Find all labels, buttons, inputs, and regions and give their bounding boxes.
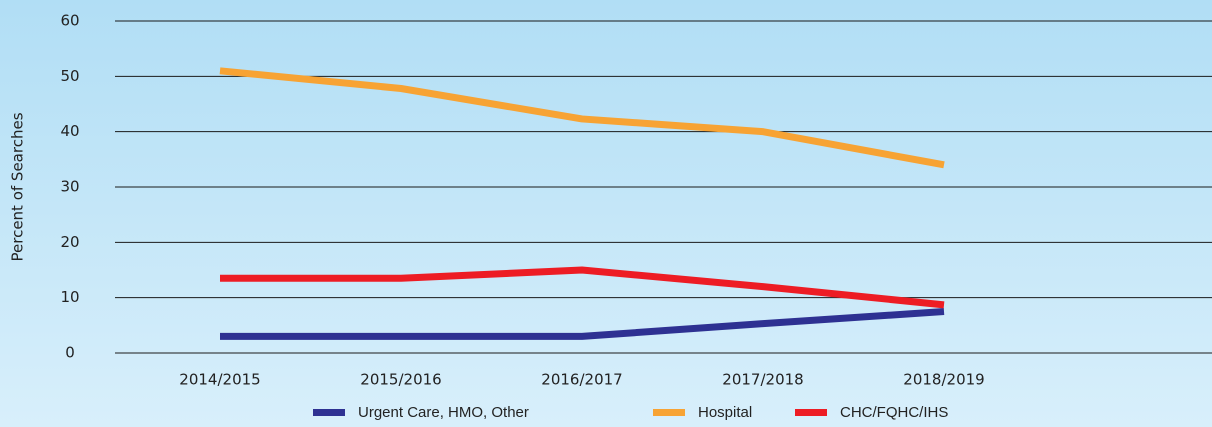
y-tick-label: 60	[60, 12, 79, 30]
y-tick-label: 50	[60, 67, 79, 85]
series-line	[220, 308, 945, 340]
x-tick-label: 2017/2018	[722, 371, 803, 389]
series-line	[220, 266, 945, 309]
x-tick-label: 2018/2019	[903, 371, 984, 389]
y-tick-label: 30	[60, 178, 79, 196]
x-tick-label: 2015/2016	[360, 371, 441, 389]
legend-swatch	[795, 409, 827, 416]
series-line	[219, 67, 945, 169]
x-tick-label: 2014/2015	[179, 371, 260, 389]
y-tick-label: 10	[60, 288, 79, 306]
y-tick-label: 0	[65, 344, 75, 362]
y-axis-label: Percent of Searches	[9, 112, 27, 261]
legend-label: CHC/FQHC/IHS	[840, 404, 948, 421]
legend-swatch	[313, 409, 345, 416]
x-tick-label: 2016/2017	[541, 371, 622, 389]
legend-label: Hospital	[698, 404, 752, 421]
legend-swatch	[653, 409, 685, 416]
y-tick-label: 40	[60, 122, 79, 140]
legend-label: Urgent Care, HMO, Other	[358, 404, 529, 421]
y-tick-label: 20	[60, 233, 79, 251]
